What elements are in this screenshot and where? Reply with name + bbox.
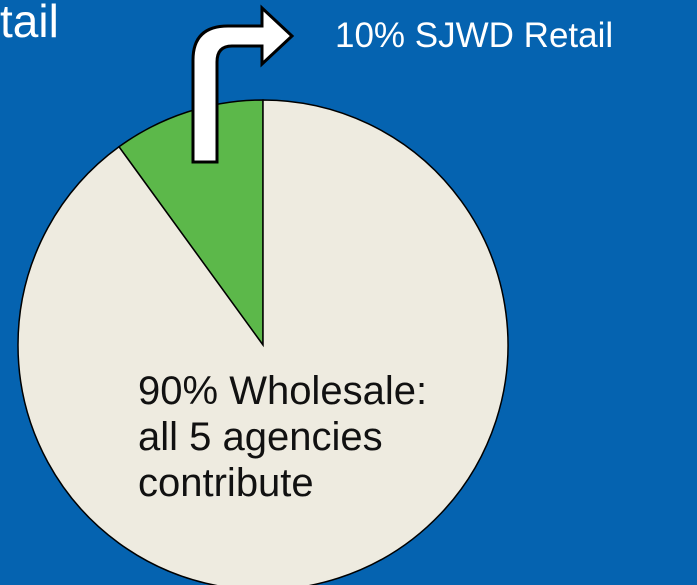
- slice-label: 10% SJWD Retail: [335, 16, 613, 56]
- chart-title: tail: [0, 0, 59, 47]
- pie-slice: [117, 99, 264, 348]
- category-label: SJWD Retail: [414, 16, 614, 55]
- pie-slice: [17, 99, 509, 585]
- value-label: 10%: [335, 16, 406, 55]
- slice-label: 90% Wholesale: all 5 agencies contribute: [138, 368, 478, 506]
- value-label: 90%: [138, 369, 219, 413]
- category-label: Wholesale: all 5 agencies contribute: [138, 369, 428, 505]
- arrow: [191, 4, 295, 164]
